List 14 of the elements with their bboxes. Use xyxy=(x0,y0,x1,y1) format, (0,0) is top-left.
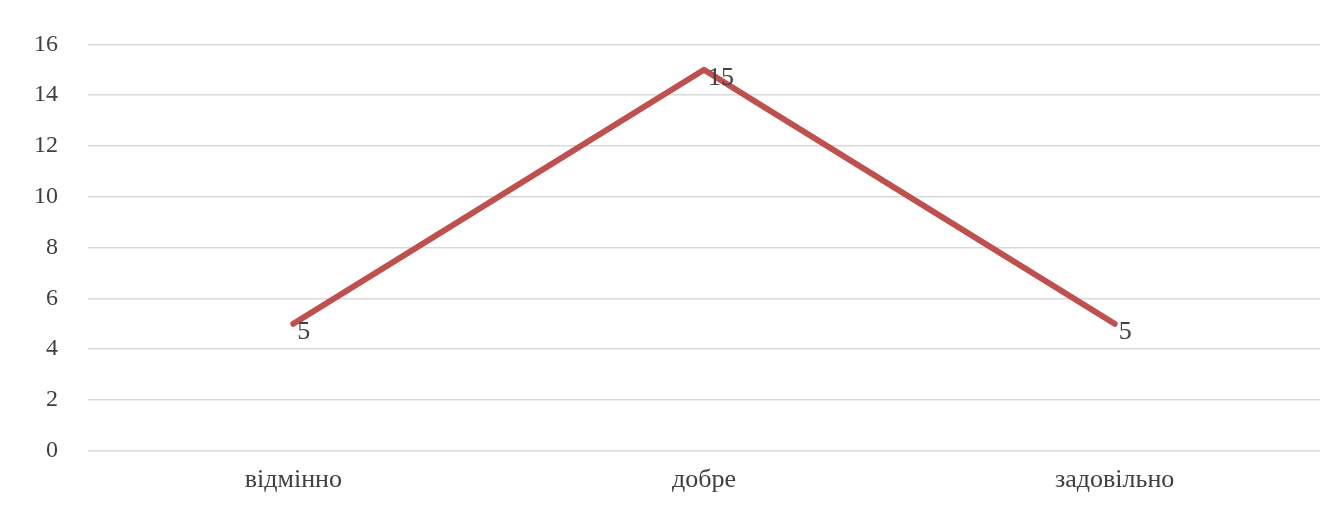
y-tick-label: 8 xyxy=(46,232,58,259)
y-tick-label: 6 xyxy=(46,283,58,310)
y-tick-label: 10 xyxy=(34,182,58,209)
data-label: 5 xyxy=(297,315,311,345)
y-tick-label: 14 xyxy=(34,80,58,107)
x-tick-label: задовільно xyxy=(1055,464,1175,494)
y-tick-label: 12 xyxy=(34,131,58,158)
y-tick-label: 0 xyxy=(46,436,58,463)
x-tick-label: добре xyxy=(672,464,736,494)
data-label: 5 xyxy=(1118,315,1132,345)
y-tick-label: 16 xyxy=(34,29,58,56)
x-tick-label: відмінно xyxy=(244,464,342,494)
y-tick-label: 2 xyxy=(46,385,58,412)
y-tick-label: 4 xyxy=(46,334,58,361)
